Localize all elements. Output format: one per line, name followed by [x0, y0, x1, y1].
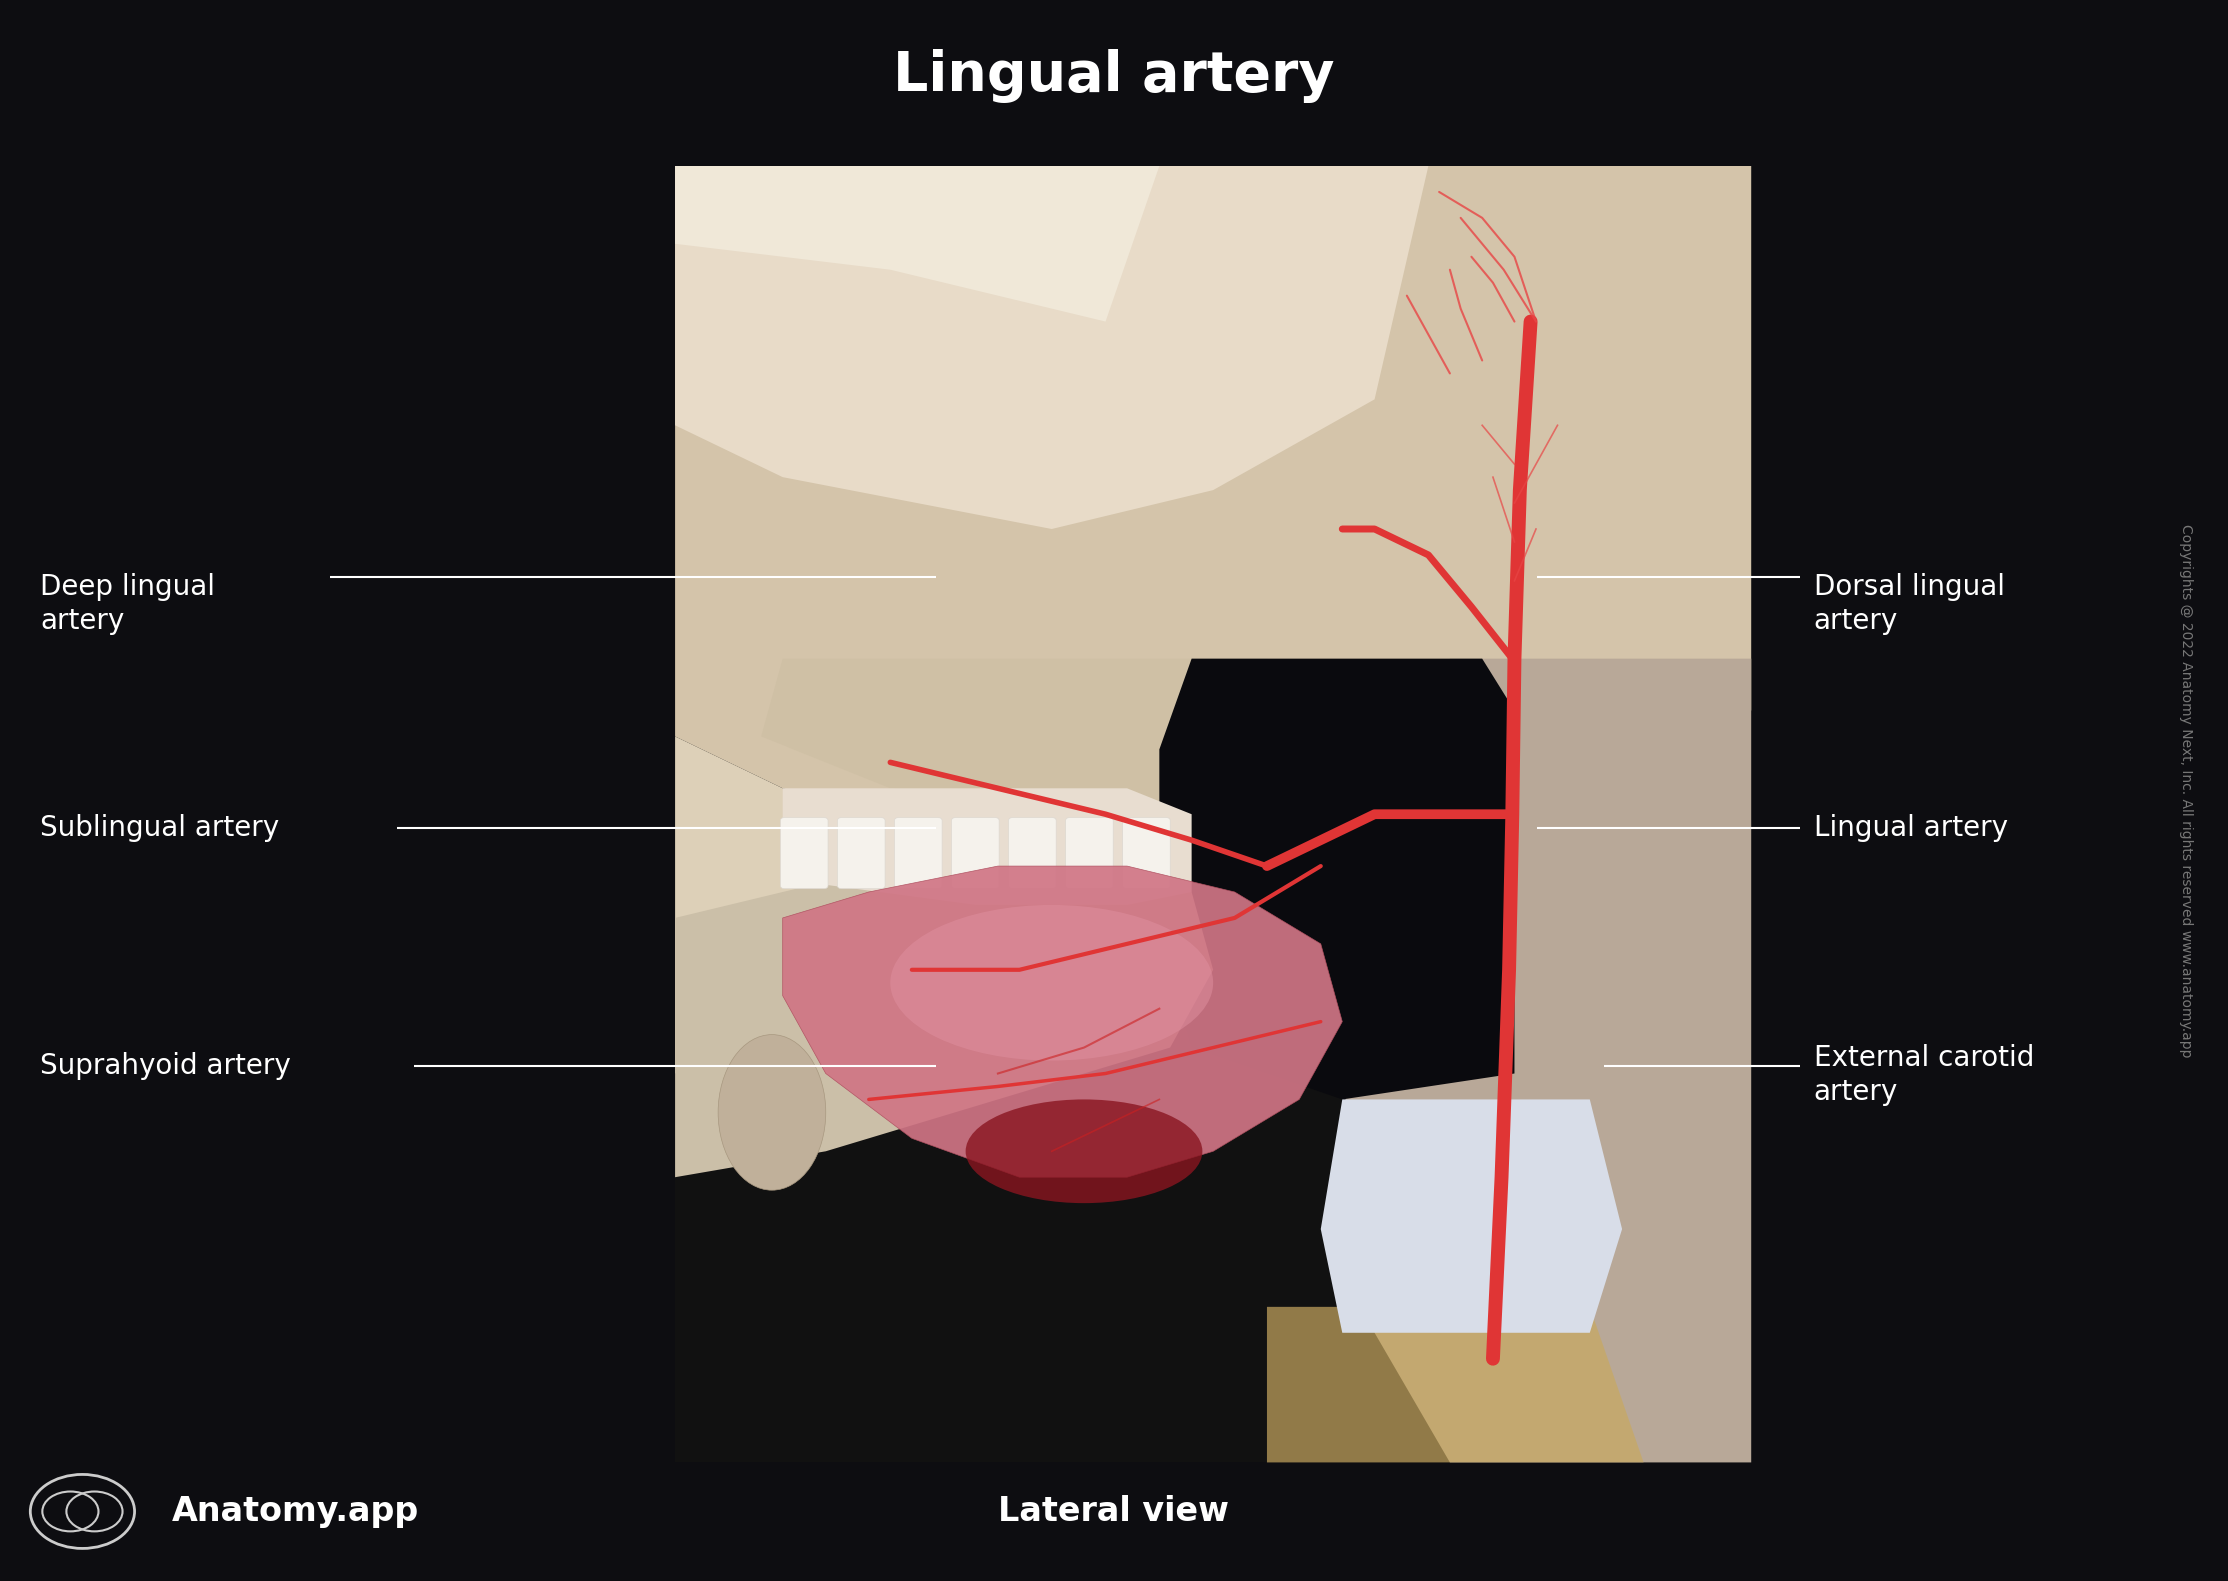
- Text: Dorsal lingual
artery: Dorsal lingual artery: [1814, 572, 2005, 636]
- Polygon shape: [782, 866, 1341, 1178]
- Text: Copyrights @ 2022 Anatomy Next, Inc. All rights reserved www.anatomy.app: Copyrights @ 2022 Anatomy Next, Inc. All…: [2179, 523, 2192, 1058]
- FancyBboxPatch shape: [1065, 817, 1114, 889]
- Text: Lingual artery: Lingual artery: [1814, 814, 2007, 843]
- FancyBboxPatch shape: [838, 817, 885, 889]
- Polygon shape: [1341, 659, 1751, 1462]
- Ellipse shape: [717, 1034, 827, 1190]
- FancyBboxPatch shape: [893, 817, 942, 889]
- FancyBboxPatch shape: [951, 817, 998, 889]
- Bar: [675, 166, 1751, 1462]
- Polygon shape: [782, 789, 1192, 904]
- Text: Lingual artery: Lingual artery: [893, 49, 1335, 103]
- Text: Anatomy.app: Anatomy.app: [172, 1496, 419, 1527]
- Polygon shape: [1159, 659, 1515, 1099]
- Text: Suprahyoid artery: Suprahyoid artery: [40, 1051, 292, 1080]
- Polygon shape: [675, 866, 1212, 1178]
- Text: Lateral view: Lateral view: [998, 1496, 1230, 1527]
- Polygon shape: [1321, 1099, 1622, 1333]
- FancyBboxPatch shape: [1009, 817, 1056, 889]
- Polygon shape: [675, 737, 1321, 1073]
- Text: External carotid
artery: External carotid artery: [1814, 1043, 2034, 1107]
- Polygon shape: [675, 166, 1159, 321]
- Polygon shape: [762, 659, 1321, 814]
- Ellipse shape: [891, 904, 1212, 1061]
- Polygon shape: [1268, 1307, 1644, 1462]
- FancyBboxPatch shape: [780, 817, 829, 889]
- Ellipse shape: [965, 1099, 1203, 1203]
- Text: Deep lingual
artery: Deep lingual artery: [40, 572, 216, 636]
- Polygon shape: [675, 166, 1751, 919]
- Polygon shape: [675, 166, 1428, 530]
- Text: Sublingual artery: Sublingual artery: [40, 814, 278, 843]
- FancyBboxPatch shape: [1123, 817, 1170, 889]
